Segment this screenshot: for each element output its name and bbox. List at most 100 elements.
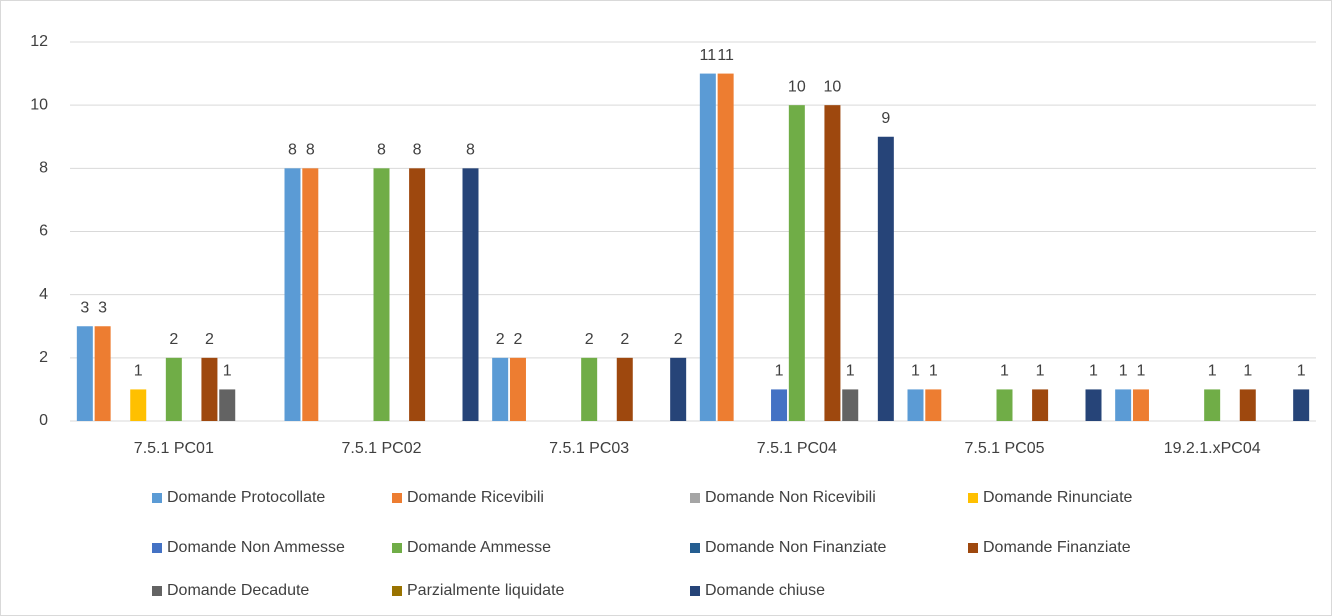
data-label: 1 (929, 363, 938, 380)
data-label: 1 (134, 363, 143, 380)
legend-label: Domande Non Ricevibili (705, 489, 876, 506)
legend-swatch (690, 493, 700, 503)
data-label: 2 (205, 331, 214, 348)
x-tick-label: 7.5.1 PC05 (964, 440, 1044, 457)
bar (1293, 389, 1310, 421)
bar (1085, 389, 1102, 421)
legend-swatch (392, 493, 402, 503)
legend-swatch (690, 543, 700, 553)
bar (1204, 389, 1221, 421)
bar (1239, 389, 1256, 421)
bar (788, 105, 805, 422)
x-tick-label: 7.5.1 PC04 (757, 440, 837, 457)
y-tick-label: 12 (30, 33, 48, 50)
bar (670, 357, 687, 421)
bar (616, 357, 633, 421)
legend-label: Domande Ammesse (407, 539, 551, 556)
data-label: 9 (881, 110, 890, 127)
bar (94, 326, 111, 421)
bar (76, 326, 93, 421)
legend-swatch (968, 543, 978, 553)
data-label: 1 (846, 363, 855, 380)
data-label: 1 (1243, 363, 1252, 380)
data-label: 8 (306, 142, 315, 159)
bar (581, 357, 598, 421)
data-label: 8 (377, 142, 386, 159)
y-tick-label: 0 (39, 412, 48, 429)
data-label: 1 (1089, 363, 1098, 380)
data-label: 2 (585, 331, 594, 348)
bar (877, 136, 894, 421)
data-label: 1 (911, 363, 920, 380)
x-tick-label: 7.5.1 PC02 (341, 440, 421, 457)
data-label: 1 (1137, 363, 1146, 380)
data-label: 8 (466, 142, 475, 159)
x-tick-label: 7.5.1 PC03 (549, 440, 629, 457)
data-label: 3 (98, 299, 107, 316)
data-label: 1 (223, 363, 232, 380)
bar (907, 389, 924, 421)
y-tick-label: 10 (30, 96, 48, 113)
y-tick-label: 4 (39, 286, 48, 303)
bar (165, 357, 182, 421)
bar (373, 168, 390, 421)
bar (492, 357, 509, 421)
legend-swatch (968, 493, 978, 503)
bar (996, 389, 1013, 421)
data-label: 2 (674, 331, 683, 348)
data-label: 8 (413, 142, 422, 159)
bar (771, 389, 788, 421)
x-tick-label: 7.5.1 PC01 (134, 440, 214, 457)
bar (1032, 389, 1049, 421)
data-label: 1 (1208, 363, 1217, 380)
data-label: 1 (1297, 363, 1306, 380)
legend-label: Domande Non Finanziate (705, 539, 887, 556)
data-label: 3 (80, 299, 89, 316)
legend-label: Domande Non Ammesse (167, 539, 345, 556)
legend-label: Domande Ricevibili (407, 489, 544, 506)
data-label: 2 (496, 331, 505, 348)
data-label: 1 (1119, 363, 1128, 380)
data-label: 2 (169, 331, 178, 348)
bar (1132, 389, 1149, 421)
legend-label: Domande Finanziate (983, 539, 1131, 556)
data-label: 1 (775, 363, 784, 380)
legend-swatch (392, 586, 402, 596)
bar (409, 168, 426, 421)
data-label: 11 (717, 47, 734, 64)
x-tick-label: 19.2.1.xPC04 (1164, 440, 1261, 457)
data-label: 11 (700, 47, 717, 64)
legend-swatch (392, 543, 402, 553)
y-tick-label: 2 (39, 349, 48, 366)
data-label: 2 (620, 331, 629, 348)
y-tick-label: 8 (39, 160, 48, 177)
data-label: 8 (288, 142, 297, 159)
data-label: 10 (824, 78, 842, 95)
data-label: 1 (1000, 363, 1009, 380)
legend-swatch (152, 586, 162, 596)
bar (1115, 389, 1132, 421)
data-label: 1 (1036, 363, 1045, 380)
bar (284, 168, 301, 421)
legend-label: Domande Protocollate (167, 489, 325, 506)
bar (462, 168, 479, 421)
bar (842, 389, 859, 421)
bar (130, 389, 147, 421)
legend-swatch (690, 586, 700, 596)
legend-label: Parzialmente liquidate (407, 582, 565, 599)
bar (201, 357, 218, 421)
bar (219, 389, 236, 421)
legend-swatch (152, 493, 162, 503)
bar (302, 168, 319, 421)
legend-swatch (152, 543, 162, 553)
y-tick-label: 6 (39, 223, 48, 240)
bar (925, 389, 942, 421)
legend-label: Domande chiuse (705, 582, 825, 599)
data-label: 2 (514, 331, 523, 348)
bar (509, 357, 526, 421)
bar (717, 73, 734, 421)
bar (699, 73, 716, 421)
legend-label: Domande Rinunciate (983, 489, 1133, 506)
